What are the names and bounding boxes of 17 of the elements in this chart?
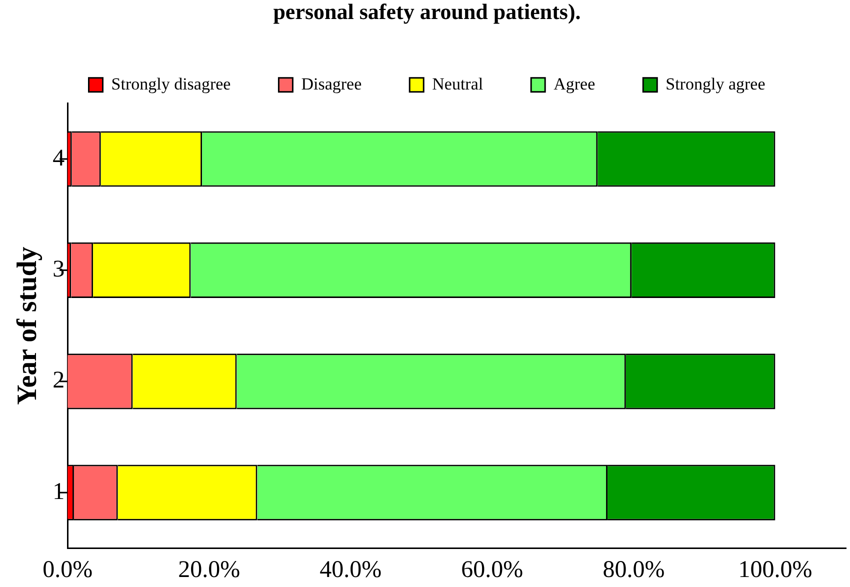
x-tick-label: 40.0%: [320, 556, 382, 583]
x-tick-label: 60.0%: [461, 556, 524, 583]
legend-label: Strongly disagree: [111, 74, 231, 94]
chart-title: personal safety around patients).: [273, 0, 581, 24]
x-tick-label: 20.0%: [178, 556, 240, 583]
y-tick-label: 4: [52, 145, 65, 172]
y-axis-title: Year of study: [12, 246, 44, 405]
x-tick-label: 100.0%: [738, 556, 812, 583]
y-tick-label: 3: [52, 256, 65, 282]
legend-label: Strongly agree: [666, 74, 766, 94]
y-tick-label: 1: [52, 478, 65, 505]
x-tick-label: 0.0%: [42, 556, 93, 583]
x-tick-label: 80.0%: [602, 556, 665, 583]
legend-label: Agree: [554, 74, 596, 94]
y-tick-label: 2: [52, 368, 65, 394]
legend-label: Neutral: [432, 74, 484, 94]
legend-label: Disagree: [301, 74, 362, 94]
